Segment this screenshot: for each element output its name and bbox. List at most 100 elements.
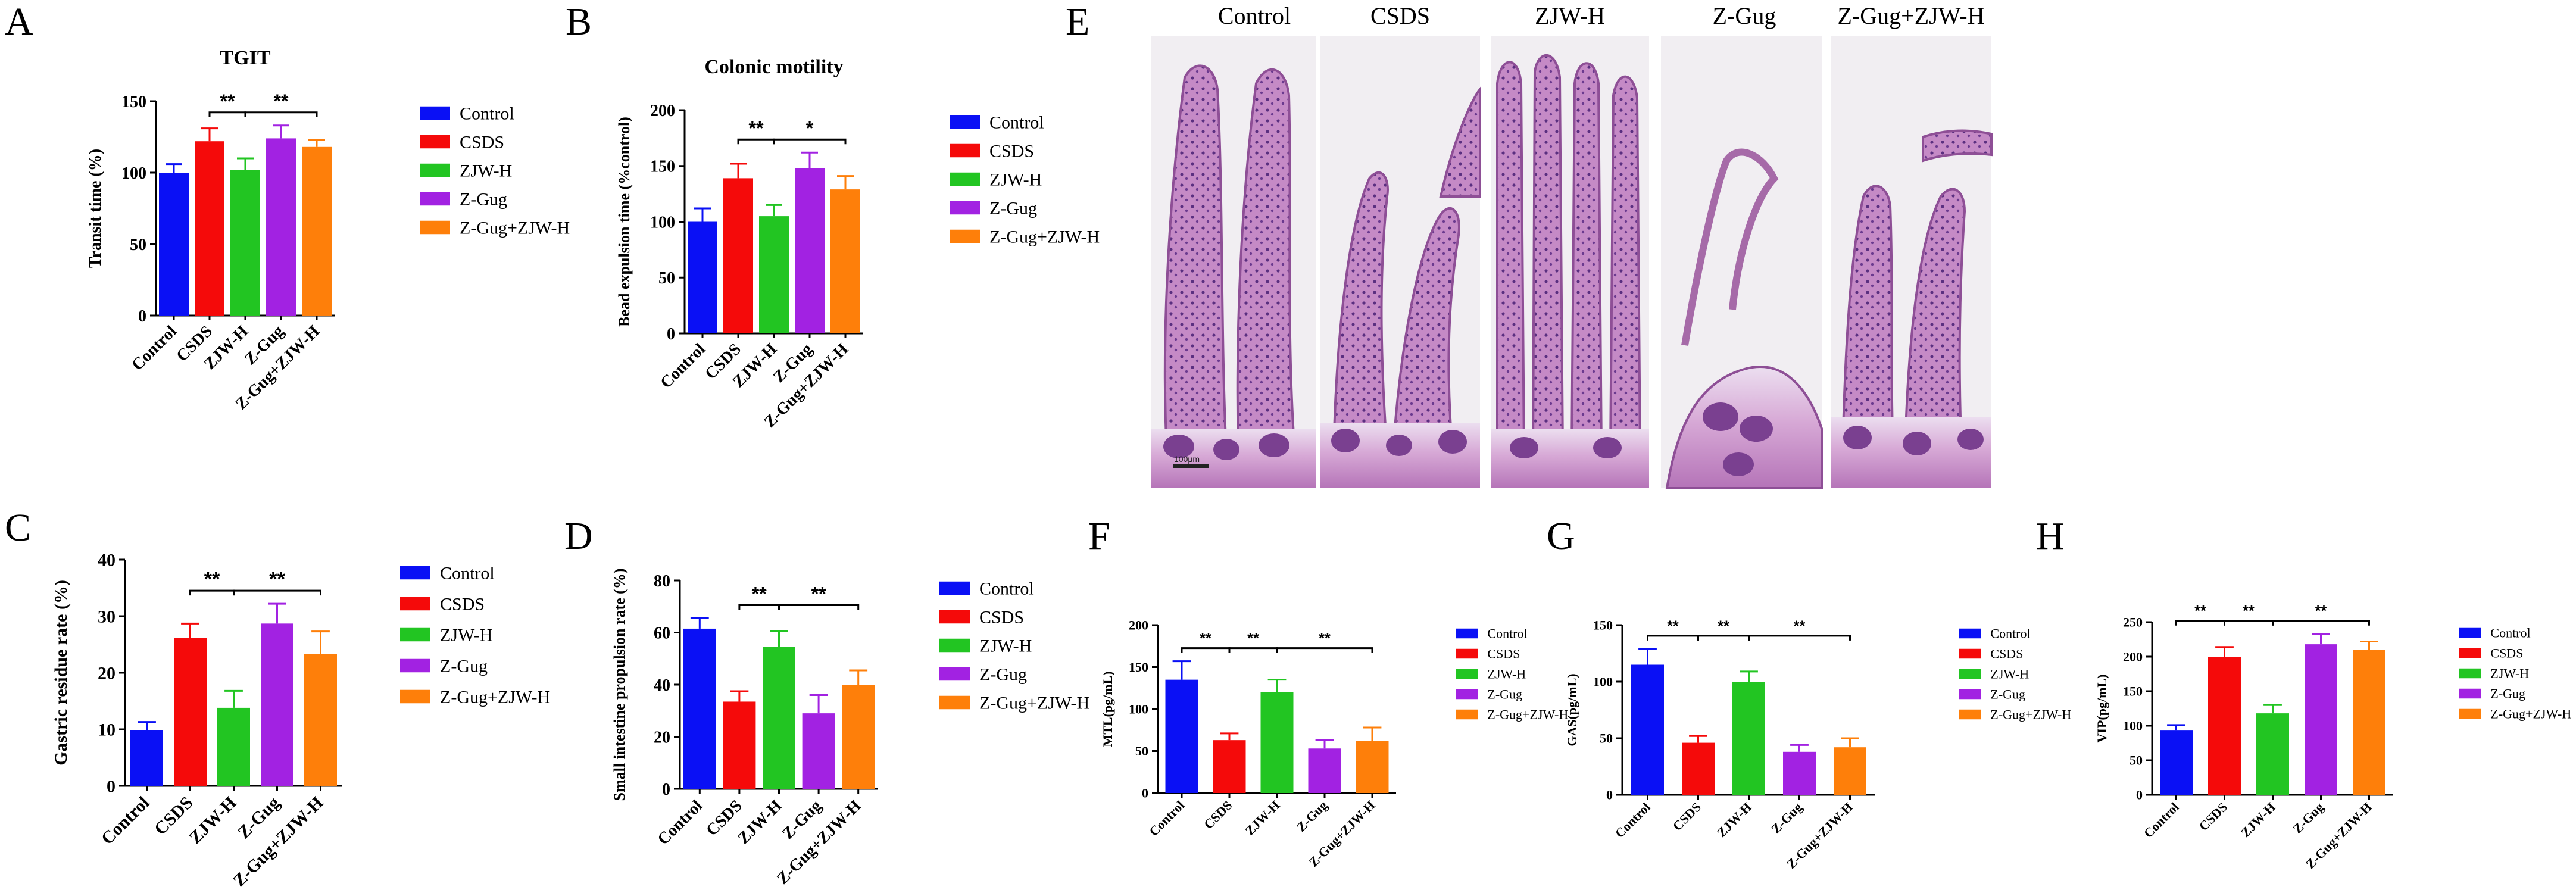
significance-bracket xyxy=(1181,647,1231,653)
legend-label: CSDS xyxy=(989,142,1034,161)
y-tick-label: 200 xyxy=(2123,650,2143,664)
significance-label: ** xyxy=(1247,630,1259,647)
y-tick-label: 100 xyxy=(1129,702,1148,717)
legend-label: Z-Gug xyxy=(1990,687,2025,702)
y-tick-label: 100 xyxy=(650,213,675,232)
chart-a-tgit: TGIT 0 50 100 150 Transit time (%) Control CSDS… xyxy=(86,47,570,414)
legend-swatch xyxy=(1456,648,1478,659)
significance-bracket xyxy=(737,138,775,145)
y-tick-label: 0 xyxy=(2136,788,2143,803)
micrograph-label-z-gug: Z-Gug xyxy=(1713,2,1776,29)
legend-swatch xyxy=(939,695,970,710)
category-label: Z-Gug xyxy=(1294,798,1331,835)
significance-label: ** xyxy=(1200,630,1211,647)
y-tick-label: 0 xyxy=(667,325,675,344)
bar-g-4 xyxy=(1834,747,1866,795)
bar-b-1 xyxy=(723,178,753,333)
micrograph-image-z-gug xyxy=(1661,36,1823,489)
legend-label: ZJW-H xyxy=(440,626,492,645)
significance-label: ** xyxy=(1794,618,1806,635)
legend-swatch xyxy=(400,689,430,704)
panel-letter-d: D xyxy=(564,514,593,558)
significance-bracket xyxy=(773,138,847,145)
bar-b-4 xyxy=(830,189,860,333)
bar-f-0 xyxy=(1165,679,1198,793)
significance-bracket xyxy=(208,111,246,117)
panel-letter-f: F xyxy=(1088,514,1110,558)
bar-b-3 xyxy=(795,168,825,333)
bar-g-2 xyxy=(1732,682,1765,795)
significance-label: ** xyxy=(1718,618,1729,635)
legend-label: CSDS xyxy=(2490,646,2523,661)
legend-swatch xyxy=(950,115,980,129)
legend-label: ZJW-H xyxy=(979,636,1032,656)
category-label: ZJW-H xyxy=(1242,798,1282,838)
y-axis-label: GAS(pg/mL) xyxy=(1565,673,1579,746)
legend-label: Control xyxy=(1990,626,2030,641)
legend-label: CSDS xyxy=(460,133,504,152)
significance-bracket xyxy=(1697,635,1750,641)
y-tick-label: 30 xyxy=(98,607,115,627)
legend-swatch xyxy=(2459,627,2481,638)
significance-bracket xyxy=(738,604,780,610)
category-label: ZJW-H xyxy=(185,793,240,848)
legend-swatch xyxy=(420,220,450,235)
significance-label: ** xyxy=(1667,618,1679,635)
legend-swatch xyxy=(400,658,430,673)
legend-swatch xyxy=(1456,689,1478,700)
legend-label: Control xyxy=(440,564,495,583)
legend-label: Z-Gug+ZJW-H xyxy=(989,227,1100,247)
significance-label: ** xyxy=(2243,603,2255,620)
legend-label: CSDS xyxy=(1990,647,2023,661)
legend-label: CSDS xyxy=(440,595,485,614)
y-tick-label: 60 xyxy=(654,624,670,642)
legend-label: Z-Gug+ZJW-H xyxy=(2490,707,2571,722)
y-tick-label: 150 xyxy=(1593,618,1613,633)
bar-d-0 xyxy=(683,628,716,789)
panel-letter-e: E xyxy=(1066,0,1089,43)
y-tick-label: 10 xyxy=(98,720,115,740)
y-tick-label: 50 xyxy=(1600,731,1613,746)
bar-c-0 xyxy=(130,730,163,786)
significance-label: * xyxy=(806,117,814,139)
legend-swatch xyxy=(420,163,450,177)
legend-swatch xyxy=(2459,648,2481,658)
significance-label: ** xyxy=(811,583,827,604)
legend-label: ZJW-H xyxy=(2490,666,2529,681)
category-label: Z-Gug xyxy=(1768,800,1805,836)
significance-label: ** xyxy=(204,568,220,591)
significance-bracket xyxy=(244,111,318,117)
legend-swatch xyxy=(939,667,970,681)
significance-label: ** xyxy=(1319,630,1331,647)
legend-label: Z-Gug xyxy=(989,199,1037,218)
bar-h-4 xyxy=(2353,650,2385,795)
y-tick-label: 100 xyxy=(1593,675,1613,689)
legend-label: Z-Gug xyxy=(1487,687,1522,702)
legend-swatch xyxy=(1959,689,1981,700)
y-tick-label: 40 xyxy=(654,676,670,695)
legend-label: CSDS xyxy=(979,608,1024,627)
panel-letter-b: B xyxy=(566,0,592,43)
micrograph-label-control: Control xyxy=(1218,2,1291,29)
legend-label: Control xyxy=(460,104,514,124)
category-label: Control xyxy=(128,322,180,374)
bar-g-3 xyxy=(1783,751,1816,795)
legend-swatch xyxy=(939,581,970,595)
legend-label: Z-Gug+ZJW-H xyxy=(460,218,570,238)
legend-label: ZJW-H xyxy=(460,161,512,181)
micrograph-image-z-gug-zjw-h xyxy=(1831,36,1993,488)
bar-d-4 xyxy=(842,685,875,789)
legend-swatch xyxy=(939,610,970,624)
legend-label: Control xyxy=(1487,626,1527,641)
significance-label: ** xyxy=(269,568,285,591)
significance-bracket xyxy=(189,589,235,596)
significance-bracket xyxy=(2175,620,2225,626)
y-axis-label: Transit time (%) xyxy=(86,149,105,268)
category-label: CSDS xyxy=(1201,798,1235,832)
legend-label: CSDS xyxy=(1487,647,1520,661)
y-axis-label: VIP(pg/mL) xyxy=(2094,675,2109,743)
legend-swatch xyxy=(400,597,430,611)
bar-b-2 xyxy=(759,216,789,333)
